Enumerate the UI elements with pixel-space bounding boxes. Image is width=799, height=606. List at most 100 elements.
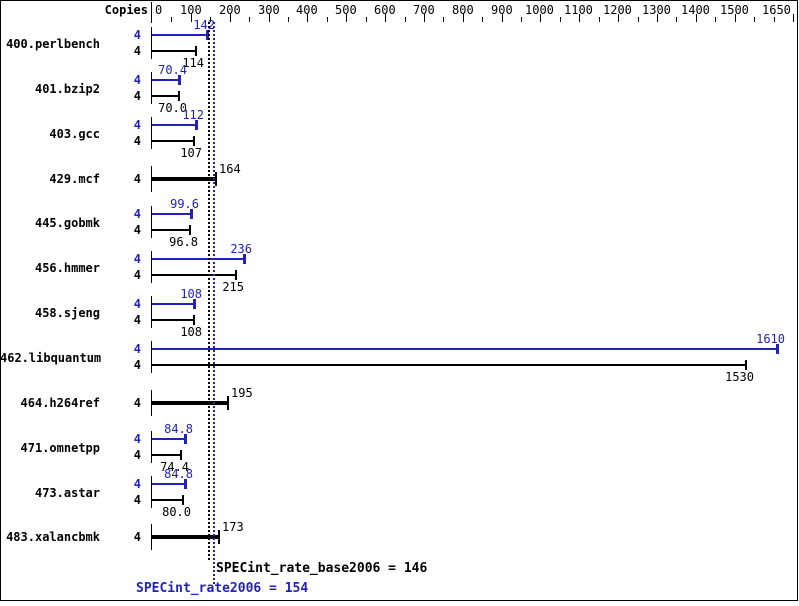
copies-value: 4 bbox=[133, 396, 141, 410]
reference-line-base bbox=[208, 22, 210, 560]
copies-value: 4 bbox=[133, 448, 141, 462]
axis-tick-label: 0 bbox=[155, 3, 163, 17]
result-bar-peak bbox=[152, 483, 185, 485]
bar-end-cap bbox=[206, 30, 209, 40]
copies-value: 4 bbox=[133, 28, 141, 42]
summary-base-label: SPECint_rate_base2006 = 146 bbox=[216, 561, 428, 576]
result-value-base: 107 bbox=[180, 146, 202, 160]
axis-major-tick bbox=[502, 14, 503, 22]
axis-tick-label: 500 bbox=[335, 3, 357, 17]
axis-minor-tick bbox=[405, 17, 406, 22]
axis-major-tick bbox=[424, 14, 425, 22]
benchmark-label: 401.bzip2 bbox=[34, 82, 100, 96]
axis-tick-label: 600 bbox=[374, 3, 396, 17]
benchmark-label: 403.gcc bbox=[49, 127, 100, 141]
bar-end-cap bbox=[178, 91, 180, 101]
copies-value: 4 bbox=[133, 432, 141, 446]
axis-minor-tick bbox=[521, 17, 522, 22]
axis-major-tick bbox=[735, 14, 736, 22]
axis-tick-label: 1100 bbox=[564, 3, 593, 17]
bar-start-cap bbox=[151, 296, 152, 328]
benchmark-label: 483.xalancbmk bbox=[6, 530, 100, 544]
axis-tick-label: 1500 bbox=[720, 3, 749, 17]
bar-end-cap bbox=[189, 225, 191, 235]
result-value-peak: 99.6 bbox=[170, 197, 199, 211]
bar-start-cap bbox=[151, 166, 152, 192]
axis-major-tick bbox=[579, 14, 580, 22]
bar-end-cap bbox=[184, 479, 187, 489]
result-value-single: 195 bbox=[231, 386, 253, 400]
axis-tick-label: 300 bbox=[258, 3, 280, 17]
axis-tick-label: 100 bbox=[180, 3, 202, 17]
result-value-base: 1530 bbox=[725, 370, 754, 384]
bar-end-cap bbox=[193, 299, 196, 309]
axis-minor-tick bbox=[249, 17, 250, 22]
axis-minor-tick bbox=[327, 17, 328, 22]
axis-major-tick bbox=[307, 14, 308, 22]
result-value-base: 215 bbox=[222, 280, 244, 294]
result-value-peak: 108 bbox=[180, 287, 202, 301]
copies-value: 4 bbox=[133, 118, 141, 132]
axis-tick-label: 400 bbox=[296, 3, 318, 17]
axis-origin-line bbox=[151, 2, 152, 23]
copies-value: 4 bbox=[133, 493, 141, 507]
result-bar-base bbox=[152, 364, 746, 366]
copies-value: 4 bbox=[133, 134, 141, 148]
result-bar-peak bbox=[152, 213, 191, 215]
result-bar-base bbox=[152, 274, 236, 276]
result-value-peak: 1610 bbox=[756, 332, 785, 346]
result-bar-base bbox=[152, 140, 194, 142]
copies-value: 4 bbox=[133, 252, 141, 266]
axis-major-tick bbox=[657, 14, 658, 22]
axis-minor-tick bbox=[482, 17, 483, 22]
bar-start-cap bbox=[151, 476, 152, 508]
result-bar-base bbox=[152, 319, 194, 321]
axis-major-tick bbox=[540, 14, 541, 22]
result-bar-peak bbox=[152, 34, 207, 36]
axis-major-tick bbox=[696, 14, 697, 22]
result-bar-base bbox=[152, 229, 190, 231]
result-value-peak: 112 bbox=[182, 108, 204, 122]
benchmark-label: 445.gobmk bbox=[34, 216, 100, 230]
result-value-base: 70.0 bbox=[158, 101, 187, 115]
copies-value: 4 bbox=[133, 268, 141, 282]
bar-start-cap bbox=[151, 206, 152, 238]
reference-line-peak bbox=[213, 22, 215, 584]
benchmark-label: 429.mcf bbox=[49, 172, 100, 186]
axis-major-tick bbox=[463, 14, 464, 22]
benchmark-label: 464.h264ref bbox=[20, 396, 100, 410]
result-bar-peak bbox=[152, 303, 194, 305]
axis-minor-tick bbox=[171, 17, 172, 22]
copies-value: 4 bbox=[133, 297, 141, 311]
result-bar-single bbox=[152, 535, 219, 539]
axis-tick-label: 800 bbox=[452, 3, 474, 17]
result-value-base: 108 bbox=[180, 325, 202, 339]
result-value-base: 96.8 bbox=[169, 235, 198, 249]
axis-tick-label: 1000 bbox=[525, 3, 554, 17]
benchmark-label: 471.omnetpp bbox=[20, 441, 100, 455]
result-bar-single bbox=[152, 401, 228, 405]
axis-minor-tick bbox=[288, 17, 289, 22]
copies-value: 4 bbox=[133, 73, 141, 87]
result-value-base: 74.4 bbox=[160, 460, 189, 474]
axis-major-tick bbox=[793, 14, 794, 22]
axis-minor-tick bbox=[443, 17, 444, 22]
result-bar-peak bbox=[152, 79, 179, 81]
bar-end-cap bbox=[235, 270, 237, 280]
bar-end-cap bbox=[182, 495, 184, 505]
bar-end-cap bbox=[227, 396, 229, 410]
bar-start-cap bbox=[151, 341, 152, 373]
result-value-single: 173 bbox=[222, 520, 244, 534]
copies-value: 4 bbox=[133, 313, 141, 327]
copies-value: 4 bbox=[133, 44, 141, 58]
benchmark-label: 458.sjeng bbox=[34, 306, 100, 320]
bar-end-cap bbox=[180, 450, 182, 460]
benchmark-label: 400.perlbench bbox=[6, 37, 100, 51]
bar-end-cap bbox=[195, 46, 197, 56]
axis-tick-label: 1400 bbox=[681, 3, 710, 17]
axis-major-tick bbox=[385, 14, 386, 22]
benchmark-label: 473.astar bbox=[34, 486, 100, 500]
bar-end-cap bbox=[178, 75, 181, 85]
